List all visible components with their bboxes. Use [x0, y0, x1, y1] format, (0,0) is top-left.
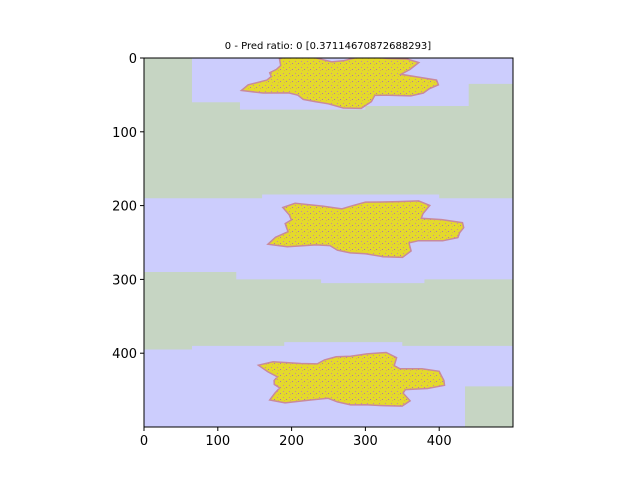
y-tick-label-100: 100	[112, 126, 137, 141]
x-tick-label-300: 300	[353, 434, 378, 449]
x-axis: 0 100 200 300 400	[140, 427, 452, 449]
y-tick-label-200: 200	[112, 200, 137, 215]
y-tick-label-300: 300	[112, 273, 137, 288]
x-tick-label-0: 0	[140, 434, 148, 449]
plot-area	[144, 58, 513, 427]
x-tick-label-400: 400	[427, 434, 452, 449]
y-tick-label-400: 400	[112, 347, 137, 362]
x-tick-label-100: 100	[205, 434, 230, 449]
x-tick-label-200: 200	[279, 434, 304, 449]
y-axis: 0 100 200 300 400	[112, 52, 144, 362]
axes-frame	[143, 57, 514, 428]
chart-title: 0 - Pred ratio: 0 [0.37114670872688293]	[225, 41, 432, 52]
tissue-region-1	[266, 200, 465, 259]
tissue-region-2	[256, 351, 446, 407]
y-tick-label-0: 0	[129, 52, 137, 67]
